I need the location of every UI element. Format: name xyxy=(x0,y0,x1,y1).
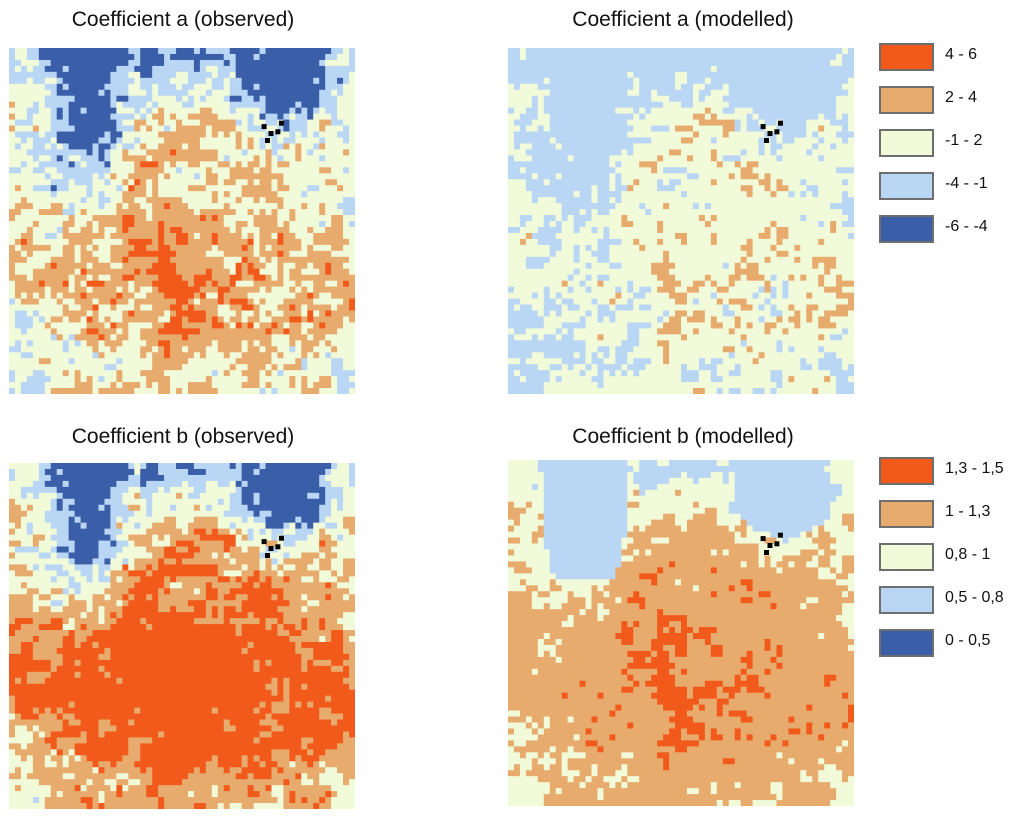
legend-a-swatch xyxy=(879,43,934,71)
legend-a-swatch xyxy=(879,86,934,114)
panel-title-b-observed: Coefficient b (observed) xyxy=(71,425,295,448)
legend-b-label: 0,8 - 1 xyxy=(945,546,991,563)
panel-title-b-modelled: Coefficient b (modelled) xyxy=(572,425,794,448)
legend-a-swatch xyxy=(879,129,934,157)
map-b-observed-raster xyxy=(9,463,355,809)
legend-b-label: 0,5 - 0,8 xyxy=(945,589,1004,606)
legend-a-swatch xyxy=(879,172,934,200)
map-a-observed-raster xyxy=(9,48,355,394)
legend-b-swatch xyxy=(879,457,934,485)
legend-b-swatch xyxy=(879,543,934,571)
legend-b-label: 1 - 1,3 xyxy=(945,503,991,520)
map-b-modelled xyxy=(508,460,854,806)
legend-a-label: 4 - 6 xyxy=(945,46,978,63)
legend-b-swatch xyxy=(879,500,934,528)
map-a-modelled xyxy=(508,48,854,394)
map-b-observed xyxy=(9,463,355,809)
map-a-observed xyxy=(9,48,355,394)
legend-b-label: 0 - 0,5 xyxy=(945,632,991,649)
legend-a-label: 2 - 4 xyxy=(945,89,978,106)
legend-b-swatch xyxy=(879,586,934,614)
legend-b-swatch xyxy=(879,629,934,657)
legend-a-swatch xyxy=(879,215,934,243)
legend-a-label: -4 - -1 xyxy=(945,175,988,192)
panel-title-a-observed: Coefficient a (observed) xyxy=(71,8,295,31)
map-a-modelled-raster xyxy=(508,48,854,394)
legend-a-label: -1 - 2 xyxy=(945,132,983,149)
legend-a-label: -6 - -4 xyxy=(945,218,988,235)
map-b-modelled-raster xyxy=(508,460,854,806)
legend-b-label: 1,3 - 1,5 xyxy=(945,460,1004,477)
panel-title-a-modelled: Coefficient a (modelled) xyxy=(572,8,794,31)
